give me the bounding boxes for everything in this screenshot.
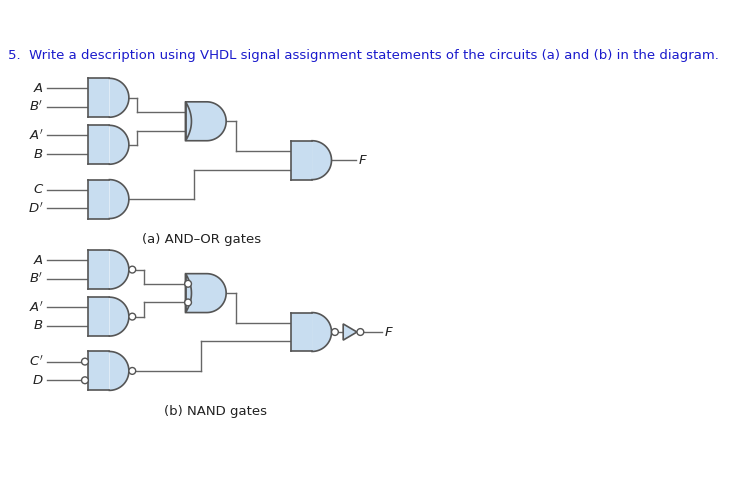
Text: (b) NAND gates: (b) NAND gates <box>164 405 267 418</box>
Text: $F$: $F$ <box>359 154 368 167</box>
Circle shape <box>185 299 191 306</box>
Text: $A'$: $A'$ <box>28 300 44 315</box>
Polygon shape <box>109 179 129 218</box>
Text: $B$: $B$ <box>34 319 44 332</box>
Polygon shape <box>88 78 109 117</box>
Text: $F$: $F$ <box>384 325 394 339</box>
Text: $A$: $A$ <box>33 254 44 267</box>
Text: $D'$: $D'$ <box>28 201 44 215</box>
Polygon shape <box>312 141 332 179</box>
Text: $D$: $D$ <box>32 374 44 387</box>
Polygon shape <box>109 297 129 336</box>
Polygon shape <box>88 125 109 164</box>
Circle shape <box>332 329 338 335</box>
Polygon shape <box>185 274 226 313</box>
Polygon shape <box>109 352 129 390</box>
Text: $C'$: $C'$ <box>29 354 44 369</box>
Text: 5.  Write a description using VHDL signal assignment statements of the circuits : 5. Write a description using VHDL signal… <box>8 49 719 62</box>
Polygon shape <box>88 352 109 390</box>
Circle shape <box>357 329 364 335</box>
Text: $C$: $C$ <box>33 183 44 196</box>
Polygon shape <box>109 125 129 164</box>
Circle shape <box>81 358 88 365</box>
Polygon shape <box>291 313 312 352</box>
Polygon shape <box>291 141 312 179</box>
Text: $B'$: $B'$ <box>29 100 44 114</box>
Circle shape <box>129 367 136 374</box>
Circle shape <box>129 266 136 273</box>
Circle shape <box>129 313 136 320</box>
Circle shape <box>81 377 88 384</box>
Circle shape <box>185 281 191 287</box>
Polygon shape <box>343 324 357 340</box>
Polygon shape <box>88 179 109 218</box>
Text: (a) AND–OR gates: (a) AND–OR gates <box>142 233 261 246</box>
Text: $A'$: $A'$ <box>28 128 44 142</box>
Polygon shape <box>88 250 109 289</box>
Text: $A$: $A$ <box>33 82 44 95</box>
Polygon shape <box>109 78 129 117</box>
Polygon shape <box>312 313 332 352</box>
Text: $B$: $B$ <box>34 147 44 161</box>
Text: $B'$: $B'$ <box>29 272 44 286</box>
Polygon shape <box>109 250 129 289</box>
Polygon shape <box>185 102 226 141</box>
Polygon shape <box>88 297 109 336</box>
